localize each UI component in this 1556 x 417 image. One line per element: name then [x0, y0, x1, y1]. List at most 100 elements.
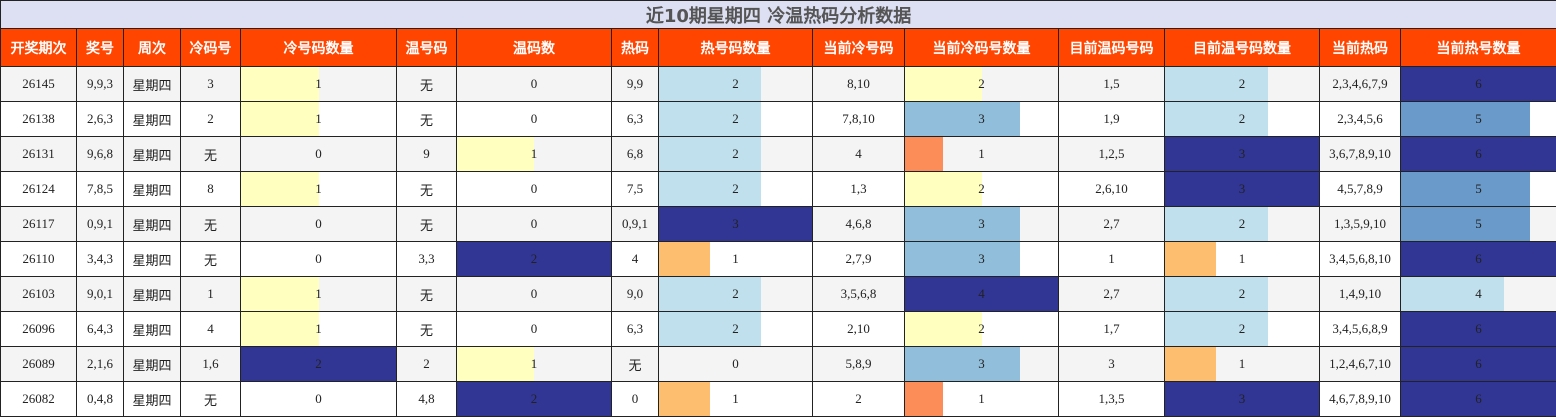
table-cell: 3,6,7,8,9,10 [1319, 136, 1401, 172]
table-cell: 6 [1399, 346, 1556, 382]
table-cell: 0 [456, 171, 612, 207]
data-row: 26096 6,4,3 星期四 4 1 无 0 6,3 2 2,10 2 1,7 2 3,4,5,6,8,… [0, 311, 1556, 347]
cell-bar [241, 172, 319, 206]
column-header: 热号码数量 [658, 28, 813, 67]
table-cell: 9,9,3 [76, 66, 124, 102]
data-row: 26110 3,4,3 星期四无 0 3,3 2 4 1 2,7,9 3 1 1 3,4,5,6,8,1… [0, 241, 1556, 277]
cell-bar [905, 207, 1020, 241]
cell-text: 6 [1475, 76, 1482, 91]
cell-bar [905, 312, 982, 346]
table-cell: 0 [456, 66, 612, 102]
cell-bar [659, 382, 710, 416]
table-cell: 4 [180, 311, 241, 347]
table-cell: 无 [396, 66, 457, 102]
table-cell: 1 [1058, 241, 1165, 277]
table-cell: 0 [240, 241, 397, 277]
table-cell: 星期四 [123, 346, 181, 382]
cell-text: 4 [1475, 286, 1482, 301]
table-cell: 6 [1399, 136, 1556, 172]
column-header: 奖号 [76, 28, 124, 67]
table-cell: 无 [396, 206, 457, 242]
cell-text: 2 [732, 111, 739, 126]
table-cell: 26124 [0, 171, 77, 207]
cell-text: 2 [732, 286, 739, 301]
table-cell: 7,8,5 [76, 171, 124, 207]
table-cell: 星期四 [123, 171, 181, 207]
table-cell: 3 [904, 346, 1059, 382]
table-cell: 1,4,9,10 [1319, 276, 1401, 312]
cell-bar [1165, 277, 1268, 311]
table-cell: 26089 [0, 346, 77, 382]
data-row: 26103 9,0,1 星期四 1 1 无 0 9,0 2 3,5,6,8 4 2,7 2 1,4,9,1… [0, 276, 1556, 312]
cell-bar [1165, 67, 1268, 101]
cell-bar [905, 137, 944, 171]
cell-text: 2 [732, 321, 739, 336]
table-cell: 1 [240, 66, 397, 102]
table-cell: 3,4,5,6,8,10 [1319, 241, 1401, 277]
cell-text: 0 [530, 76, 538, 91]
cell-text: 2 [978, 76, 985, 91]
table-cell: 星期四 [123, 241, 181, 277]
table-cell: 0 [611, 381, 659, 417]
cell-text: 2 [1238, 286, 1246, 301]
cell-text: 6 [1475, 356, 1482, 371]
table-cell: 6 [1399, 66, 1556, 102]
table-cell: 1,3 [812, 171, 905, 207]
cell-bar [659, 137, 761, 171]
cell-bar [1401, 242, 1556, 276]
cell-text: 1 [732, 251, 739, 266]
table-cell: 3 [1058, 346, 1165, 382]
cell-text: 1 [1238, 251, 1246, 266]
table-cell: 2 [1164, 206, 1320, 242]
table-cell: 星期四 [123, 136, 181, 172]
cell-text: 0 [315, 251, 322, 266]
table-cell: 5 [1399, 171, 1556, 207]
table-cell: 5,8,9 [812, 346, 905, 382]
table-cell: 0 [456, 206, 612, 242]
table-cell: 8,10 [812, 66, 905, 102]
table-cell: 9,0 [611, 276, 659, 312]
cell-bar [659, 312, 761, 346]
cell-bar [905, 242, 1020, 276]
table-cell: 1,9 [1058, 101, 1165, 137]
data-row: 26117 0,9,1 星期四无 0 无 0 0,9,1 3 4,6,8 3 2,7 2 1,3,5,9… [0, 206, 1556, 242]
cell-text: 2 [732, 76, 739, 91]
table-cell: 2 [904, 311, 1059, 347]
cell-text: 1 [315, 76, 322, 91]
table-cell: 2 [456, 381, 612, 417]
table-cell: 1 [904, 381, 1059, 417]
table-cell: 6 [1399, 381, 1556, 417]
table-cell: 2 [240, 346, 397, 382]
cell-text: 6 [1475, 391, 1482, 406]
table-cell: 26131 [0, 136, 77, 172]
table-cell: 5 [1399, 101, 1556, 137]
table-cell: 2 [904, 66, 1059, 102]
cell-text: 6 [1475, 146, 1482, 161]
column-header: 当前冷号码 [812, 28, 905, 67]
table-cell: 0 [658, 346, 813, 382]
table-cell: 1 [456, 346, 612, 382]
cell-text: 2 [732, 181, 739, 196]
data-row: 26131 9,6,8 星期四无 0 9 1 6,8 2 4 1 1,2,5 3 3,6,7,8,9,1… [0, 136, 1556, 172]
table-cell: 9,0,1 [76, 276, 124, 312]
cell-text: 1 [530, 146, 538, 161]
table-cell: 1 [456, 136, 612, 172]
table-cell: 星期四 [123, 206, 181, 242]
cell-bar [1165, 137, 1319, 171]
table-cell: 2 [658, 66, 813, 102]
cell-bar [241, 347, 396, 381]
table-cell: 星期四 [123, 276, 181, 312]
table-cell: 4 [1399, 276, 1556, 312]
cell-text: 1 [315, 111, 322, 126]
table-cell: 4,6,8 [812, 206, 905, 242]
table-cell: 1 [240, 171, 397, 207]
table-cell: 2 [904, 171, 1059, 207]
cell-bar [1401, 277, 1505, 311]
cell-bar [905, 67, 982, 101]
table-cell: 4,6,7,8,9,10 [1319, 381, 1401, 417]
cell-text: 0 [530, 321, 538, 336]
cell-text: 0 [732, 356, 739, 371]
cell-text: 0 [530, 181, 538, 196]
column-header: 当前热号数量 [1399, 28, 1556, 67]
cell-bar [241, 102, 319, 136]
